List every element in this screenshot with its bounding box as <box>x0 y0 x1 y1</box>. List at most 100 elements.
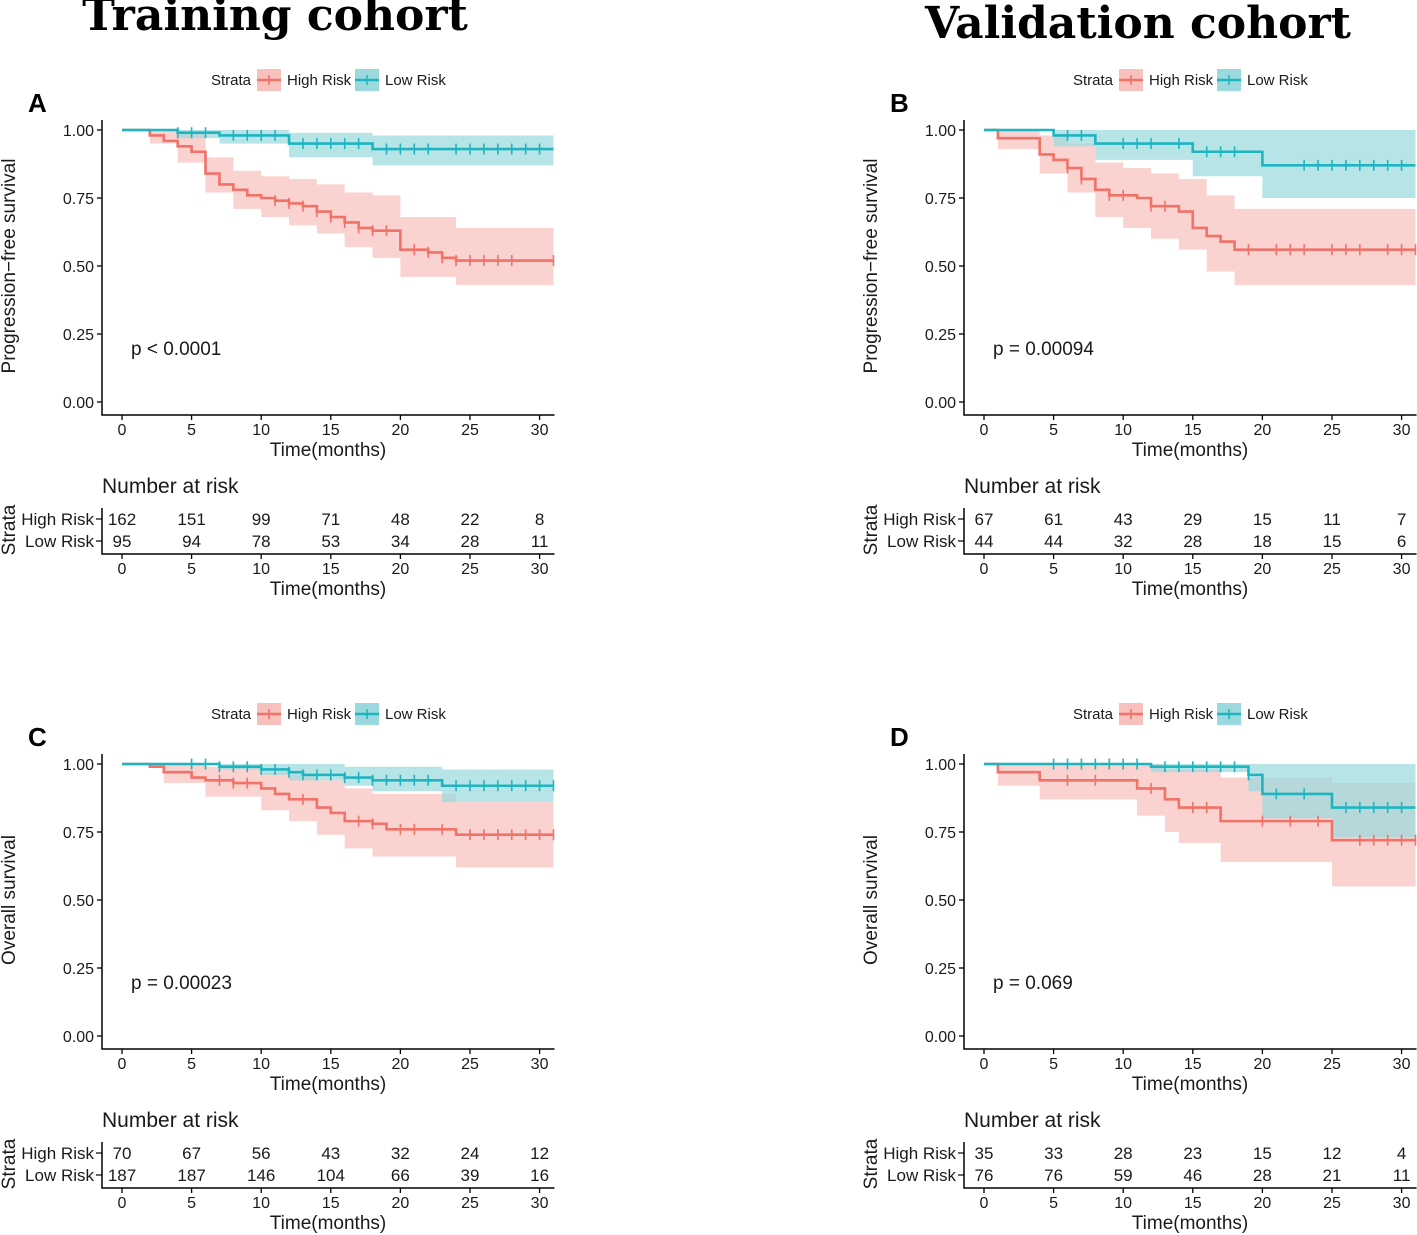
y-axis-title: Progression−free survival <box>861 159 882 374</box>
risk-x-tick-label: 25 <box>461 561 479 578</box>
legend-item: High Risk <box>287 72 352 89</box>
risk-x-tick-label: 25 <box>1323 561 1341 578</box>
cohort-title-training: Training cohort <box>82 0 468 41</box>
risk-value: 35 <box>975 1144 994 1163</box>
y-axis-title: Progression−free survival <box>0 159 20 374</box>
risk-value: 6 <box>1397 532 1406 551</box>
risk-strata-label: Strata <box>0 504 20 555</box>
x-tick-label: 10 <box>1114 1056 1132 1073</box>
p-value: p = 0.00094 <box>993 339 1094 360</box>
risk-value: 67 <box>182 1144 201 1163</box>
y-tick-label: 0.00 <box>925 1029 956 1046</box>
p-value: p < 0.0001 <box>131 339 221 360</box>
legend-item: High Risk <box>1149 706 1214 723</box>
p-value: p = 0.069 <box>993 973 1073 994</box>
risk-x-tick-label: 10 <box>252 1195 270 1212</box>
y-axis-title: Overall survival <box>0 835 20 965</box>
risk-value: 44 <box>975 532 994 551</box>
risk-value: 95 <box>113 532 132 551</box>
ci-band-low-risk <box>122 764 554 803</box>
risk-value: 23 <box>1183 1144 1202 1163</box>
risk-value: 4 <box>1397 1144 1406 1163</box>
risk-value: 187 <box>108 1166 136 1185</box>
legend-item: Low Risk <box>1247 72 1308 89</box>
risk-value: 67 <box>975 510 994 529</box>
risk-value: 28 <box>1183 532 1202 551</box>
risk-x-tick-label: 0 <box>980 561 989 578</box>
risk-x-tick-label: 0 <box>118 1195 127 1212</box>
risk-value: 11 <box>1393 1166 1411 1185</box>
risk-value: 11 <box>1323 510 1341 529</box>
y-tick-label: 1.00 <box>63 757 94 774</box>
risk-table-axes <box>963 1142 1417 1189</box>
x-axis-title: Time(months) <box>1132 440 1248 461</box>
panel-label: A <box>28 88 47 118</box>
x-tick-label: 5 <box>187 422 196 439</box>
risk-strata-label: Strata <box>0 1138 20 1189</box>
km-curve-low-risk <box>984 128 1416 167</box>
risk-value: 76 <box>1044 1166 1063 1185</box>
ci-band-high-risk <box>122 130 554 288</box>
plot-axes <box>101 120 555 416</box>
risk-value: 99 <box>252 510 271 529</box>
x-tick-label: 20 <box>1253 422 1271 439</box>
x-tick-label: 25 <box>461 1056 479 1073</box>
risk-value: 187 <box>177 1166 205 1185</box>
y-tick-label: 0.50 <box>63 259 94 276</box>
risk-value: 12 <box>1323 1144 1342 1163</box>
y-tick-label: 1.00 <box>925 757 956 774</box>
risk-value: 24 <box>461 1144 480 1163</box>
risk-x-tick-label: 5 <box>1049 1195 1058 1212</box>
risk-value: 146 <box>247 1166 275 1185</box>
risk-value: 39 <box>461 1166 480 1185</box>
legend-item: Low Risk <box>1247 706 1308 723</box>
x-tick-label: 5 <box>187 1056 196 1073</box>
x-tick-label: 30 <box>1393 1056 1411 1073</box>
x-tick-label: 30 <box>531 422 549 439</box>
risk-x-axis-title: Time(months) <box>1132 579 1248 600</box>
risk-row-label: Low Risk <box>25 1166 94 1185</box>
plot-axes <box>963 120 1417 416</box>
x-tick-label: 20 <box>1253 1056 1271 1073</box>
risk-row-label: High Risk <box>883 1144 956 1163</box>
x-tick-label: 30 <box>1393 422 1411 439</box>
legend-title: Strata <box>1073 706 1114 723</box>
x-tick-label: 20 <box>391 422 409 439</box>
y-tick-label: 0.50 <box>925 259 956 276</box>
y-tick-label: 0.25 <box>63 327 94 344</box>
legend-item: High Risk <box>287 706 352 723</box>
legend: Strata High Risk Low Risk <box>211 703 446 725</box>
risk-x-tick-label: 10 <box>252 561 270 578</box>
y-tick-label: 1.00 <box>63 123 94 140</box>
risk-x-tick-label: 20 <box>1253 1195 1271 1212</box>
plot-axes <box>101 754 555 1050</box>
y-tick-label: 1.00 <box>925 123 956 140</box>
x-tick-label: 5 <box>1049 422 1058 439</box>
risk-value: 15 <box>1253 1144 1272 1163</box>
risk-strata-label: Strata <box>861 1138 882 1189</box>
x-tick-label: 5 <box>1049 1056 1058 1073</box>
x-tick-label: 10 <box>252 1056 270 1073</box>
p-value: p = 0.00023 <box>131 973 232 994</box>
risk-x-axis-title: Time(months) <box>270 1213 386 1234</box>
risk-x-tick-label: 25 <box>1323 1195 1341 1212</box>
risk-x-tick-label: 20 <box>391 1195 409 1212</box>
risk-value: 32 <box>391 1144 410 1163</box>
risk-row-label: Low Risk <box>887 532 956 551</box>
risk-value: 22 <box>461 510 480 529</box>
risk-value: 29 <box>1183 510 1202 529</box>
risk-value: 15 <box>1323 532 1342 551</box>
risk-value: 11 <box>531 532 549 551</box>
risk-value: 162 <box>108 510 136 529</box>
risk-value: 34 <box>391 532 410 551</box>
risk-row-label: High Risk <box>883 510 956 529</box>
risk-table-title: Number at risk <box>964 475 1101 498</box>
risk-value: 28 <box>1253 1166 1272 1185</box>
y-tick-label: 0.75 <box>63 825 94 842</box>
legend-item: High Risk <box>1149 72 1214 89</box>
